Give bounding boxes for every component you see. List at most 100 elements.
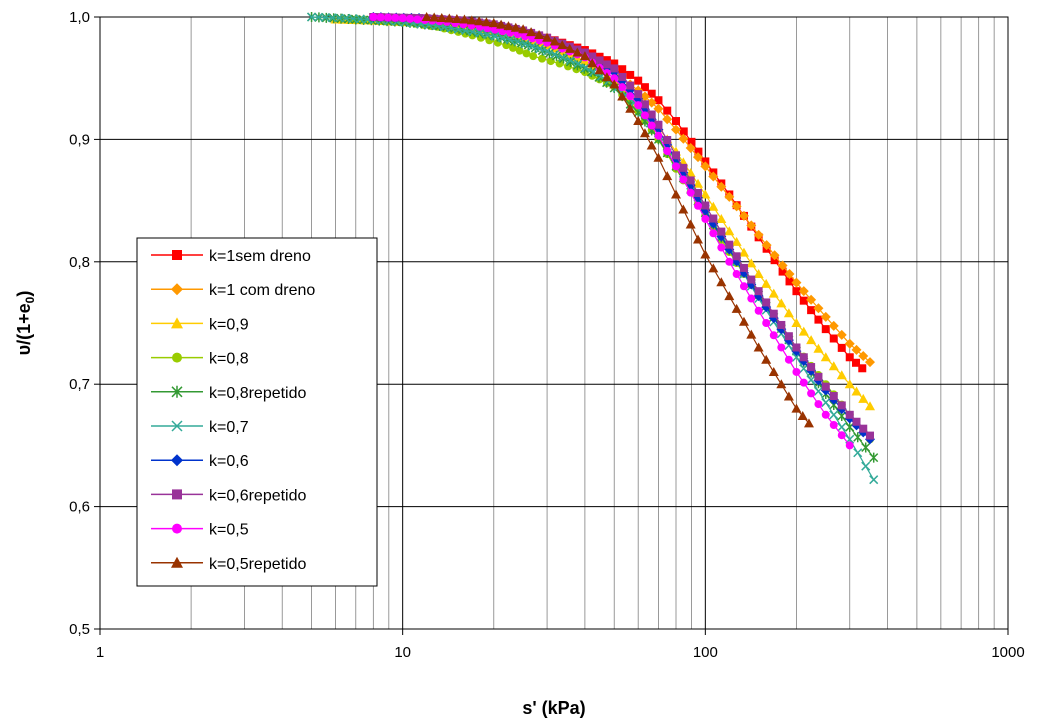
- data-point: [708, 171, 719, 182]
- data-point: [701, 201, 710, 210]
- data-point: [828, 320, 839, 331]
- data-point: [813, 303, 824, 314]
- data-point: [806, 294, 817, 305]
- data-point: [799, 353, 808, 362]
- legend-item: k=1sem dreno: [151, 248, 311, 265]
- data-point: [518, 24, 529, 34]
- data-point: [647, 110, 656, 119]
- data-point: [777, 260, 788, 271]
- data-point: [646, 97, 657, 108]
- data-point: [762, 319, 771, 327]
- legend-items: k=1sem dreno k=1 com dreno k=0,9 k=0,8 k=0,8…: [151, 248, 315, 573]
- data-point: [853, 432, 863, 443]
- series-layer: [307, 12, 879, 485]
- data-point: [384, 13, 393, 22]
- data-point: [776, 298, 787, 308]
- data-point: [369, 13, 378, 21]
- data-point: [672, 162, 681, 171]
- data-point: [799, 296, 808, 305]
- data-point: [865, 357, 876, 368]
- legend-swatch-marker: [172, 523, 182, 534]
- data-point: [521, 32, 530, 41]
- data-point: [761, 278, 772, 288]
- data-point: [739, 282, 748, 291]
- data-point: [791, 318, 802, 327]
- data-point: [413, 15, 422, 24]
- data-point: [845, 422, 855, 433]
- data-point: [709, 214, 718, 223]
- data-point: [700, 249, 711, 259]
- data-point: [814, 372, 823, 381]
- data-point: [466, 15, 477, 25]
- data-point: [784, 269, 795, 280]
- data-point: [731, 236, 742, 246]
- legend-label: k=0,8: [209, 351, 249, 368]
- data-point: [679, 163, 688, 172]
- data-point: [542, 46, 552, 56]
- data-point: [701, 214, 710, 223]
- data-point: [724, 291, 735, 301]
- data-point: [829, 421, 838, 429]
- data-point: [798, 286, 809, 297]
- data-point: [663, 106, 672, 115]
- data-point: [618, 65, 627, 74]
- data-point: [633, 116, 644, 126]
- data-point: [852, 358, 861, 367]
- data-point: [594, 65, 605, 75]
- data-point: [694, 188, 703, 197]
- data-point: [739, 263, 748, 272]
- data-point: [725, 257, 734, 266]
- y-tick-label: 0,9: [69, 131, 90, 148]
- legend-swatch-marker: [171, 556, 183, 568]
- legend-item: k=0,6repetido: [151, 487, 307, 504]
- data-point: [791, 277, 802, 288]
- data-point: [564, 43, 575, 53]
- data-point: [724, 191, 735, 202]
- data-point: [685, 142, 696, 153]
- legend-swatch-marker: [172, 489, 182, 500]
- data-point: [488, 18, 499, 28]
- x-axis-title: s' (kPa): [522, 698, 585, 718]
- data-point: [869, 452, 879, 463]
- data-point: [634, 101, 643, 110]
- data-point: [647, 89, 656, 98]
- data-point: [459, 14, 470, 24]
- data-point: [496, 19, 507, 29]
- data-point: [626, 70, 635, 79]
- plot-area-frame: [99, 16, 1009, 630]
- data-point: [754, 287, 763, 296]
- x-tick-label: 100: [693, 644, 718, 661]
- data-point: [829, 392, 838, 401]
- series-9: [421, 12, 814, 428]
- legend: k=1sem dreno k=1 com dreno k=0,9 k=0,8 k=0,8…: [136, 237, 378, 587]
- data-point: [746, 220, 757, 231]
- data-point: [791, 403, 802, 413]
- data-point: [686, 176, 695, 185]
- data-point: [717, 243, 726, 252]
- legend-item: k=0,8repetido: [151, 385, 307, 402]
- data-point: [671, 124, 682, 135]
- data-point: [716, 213, 727, 223]
- data-point: [806, 375, 816, 385]
- data-point: [797, 411, 808, 421]
- data-point: [376, 13, 385, 22]
- legend-item: k=1 com dreno: [151, 282, 315, 299]
- data-point: [717, 227, 726, 236]
- data-point: [522, 49, 531, 58]
- data-point: [783, 391, 794, 401]
- data-point: [654, 131, 663, 140]
- data-point: [474, 16, 485, 26]
- data-point: [784, 332, 793, 341]
- data-point: [769, 309, 778, 318]
- data-point: [716, 277, 727, 287]
- y-tick-label: 1,0: [69, 9, 90, 26]
- data-point: [858, 393, 869, 403]
- data-point: [542, 32, 553, 42]
- data-point: [662, 114, 673, 125]
- data-point: [528, 34, 537, 43]
- data-point: [549, 36, 560, 46]
- data-point: [829, 410, 839, 420]
- data-point: [806, 335, 817, 345]
- legend-label: k=1 com dreno: [209, 282, 315, 299]
- data-point: [716, 181, 727, 192]
